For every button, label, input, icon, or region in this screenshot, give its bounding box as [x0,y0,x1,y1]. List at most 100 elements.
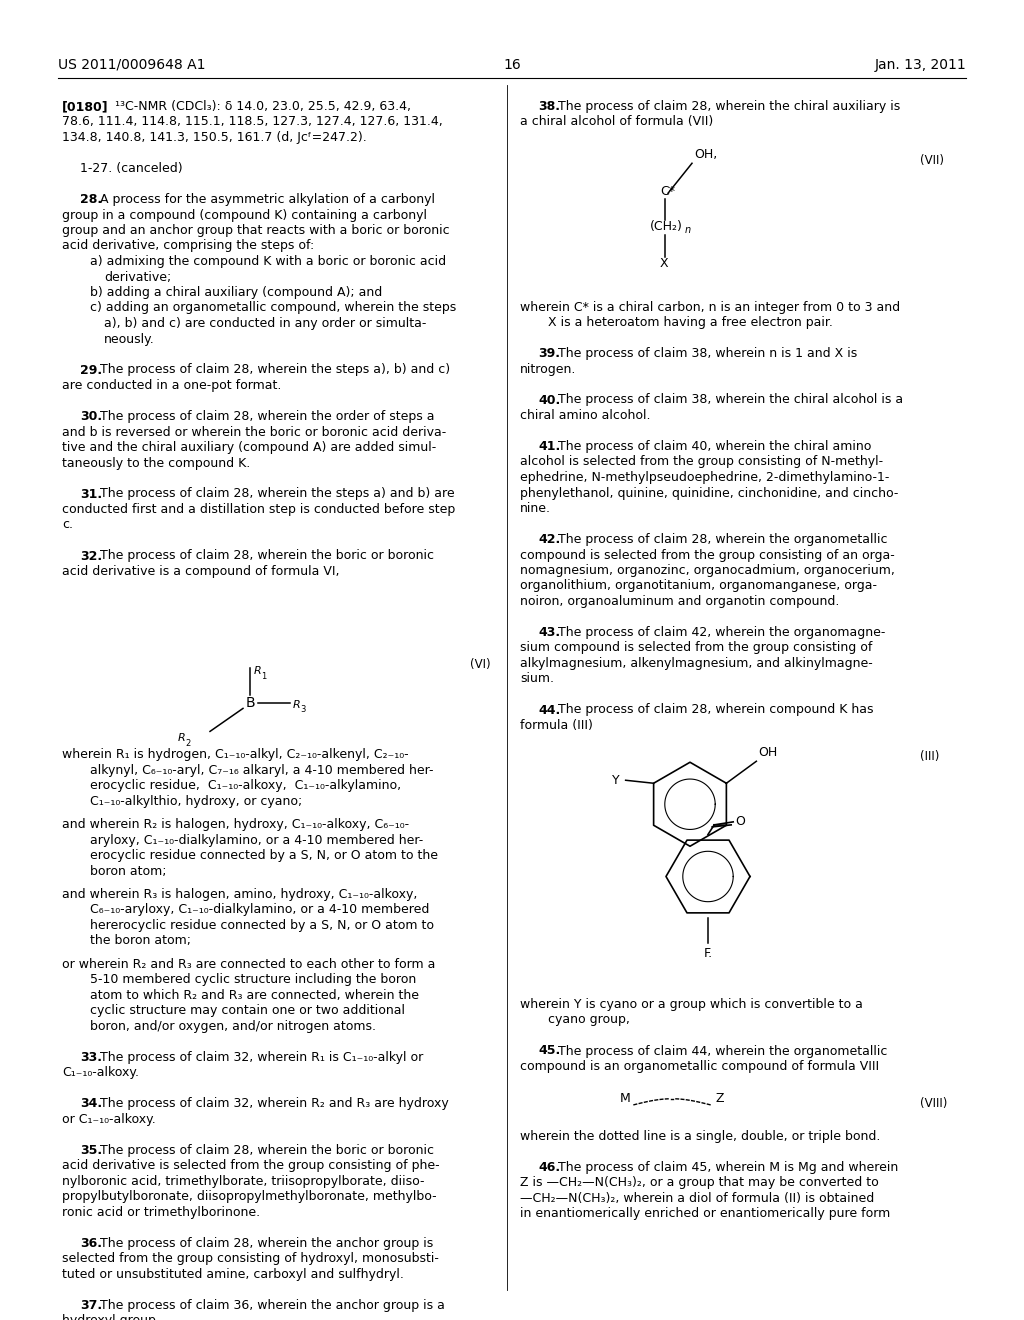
Text: formula (III): formula (III) [520,719,593,733]
Text: 36.: 36. [80,1237,102,1250]
Text: a) admixing the compound K with a boric or boronic acid: a) admixing the compound K with a boric … [90,255,446,268]
Text: atom to which R₂ and R₃ are connected, wherein the: atom to which R₂ and R₃ are connected, w… [90,989,419,1002]
Text: wherein C* is a chiral carbon, n is an integer from 0 to 3 and: wherein C* is a chiral carbon, n is an i… [520,301,900,314]
Text: acid derivative is a compound of formula VI,: acid derivative is a compound of formula… [62,565,340,578]
Text: The process of claim ​28, wherein compound K has: The process of claim ​28, wherein compou… [554,704,873,717]
Text: nitrogen.: nitrogen. [520,363,577,375]
Text: boron, and/or oxygen, and/or nitrogen atoms.: boron, and/or oxygen, and/or nitrogen at… [90,1019,376,1032]
Text: The process of claim ​36, wherein the anchor group is a: The process of claim ​36, wherein the an… [96,1299,445,1312]
Text: 1: 1 [261,672,266,681]
Text: C₁₋₁₀-alkylthio, hydroxy, or cyano;: C₁₋₁₀-alkylthio, hydroxy, or cyano; [90,795,302,808]
Text: chiral amino alcohol.: chiral amino alcohol. [520,409,650,422]
Text: The process of claim ​28, wherein the boric or boronic: The process of claim ​28, wherein the bo… [96,549,434,562]
Text: 28.: 28. [80,193,102,206]
Text: The process of claim ​28, wherein the steps a) and b) are: The process of claim ​28, wherein the st… [96,487,455,500]
Text: tuted or unsubstituted amine, carboxyl and sulfhydryl.: tuted or unsubstituted amine, carboxyl a… [62,1267,403,1280]
Text: c.: c. [62,519,73,532]
Text: 2: 2 [185,739,190,748]
Text: alkynyl, C₆₋₁₀-aryl, C₇₋₁₆ alkaryl, a 4-10 membered her-: alkynyl, C₆₋₁₀-aryl, C₇₋₁₆ alkaryl, a 4-… [90,764,433,777]
Text: The process of claim ​28, wherein the order of steps a: The process of claim ​28, wherein the or… [96,411,435,422]
Text: The process of claim ​28, wherein the anchor group is: The process of claim ​28, wherein the an… [96,1237,433,1250]
Text: 38.: 38. [538,100,560,114]
Text: erocyclic residue,  C₁₋₁₀-alkoxy,  C₁₋₁₀-alkylamino,: erocyclic residue, C₁₋₁₀-alkoxy, C₁₋₁₀-a… [90,779,401,792]
Text: aryloxy, C₁₋₁₀-dialkylamino, or a 4-10 membered her-: aryloxy, C₁₋₁₀-dialkylamino, or a 4-10 m… [90,834,423,846]
Text: and wherein R₃ is halogen, amino, hydroxy, C₁₋₁₀-alkoxy,: and wherein R₃ is halogen, amino, hydrox… [62,888,418,900]
Text: tive and the chiral auxiliary (compound A) are added simul-: tive and the chiral auxiliary (compound … [62,441,436,454]
Text: The process of claim ​28, wherein the steps a), b) and c): The process of claim ​28, wherein the st… [96,363,451,376]
Text: 40.: 40. [538,393,560,407]
Text: —CH₂—N(CH₃)₂, wherein a diol of formula (II) is obtained: —CH₂—N(CH₃)₂, wherein a diol of formula … [520,1192,874,1205]
Text: (VI): (VI) [470,659,490,672]
Text: Y: Y [611,774,620,787]
Text: The process of claim ​40, wherein the chiral amino: The process of claim ​40, wherein the ch… [554,440,871,453]
Text: 45.: 45. [538,1044,560,1057]
Text: wherein the dotted line is a single, double, or triple bond.: wherein the dotted line is a single, dou… [520,1130,881,1143]
Text: hererocyclic residue connected by a S, N, or O atom to: hererocyclic residue connected by a S, N… [90,919,434,932]
Text: nine.: nine. [520,502,551,515]
Text: and b is reversed or wherein the boric or boronic acid deriva-: and b is reversed or wherein the boric o… [62,425,446,438]
Text: sium.: sium. [520,672,554,685]
Text: The process of claim ​42, wherein the organomagne-: The process of claim ​42, wherein the or… [554,626,886,639]
Text: (CH₂): (CH₂) [650,220,683,234]
Text: R: R [293,701,301,710]
Text: organolithium, organotitanium, organomanganese, orga-: organolithium, organotitanium, organoman… [520,579,877,593]
Text: 35.: 35. [80,1143,102,1156]
Text: conducted first and a distillation step is conducted before step: conducted first and a distillation step … [62,503,456,516]
Text: The process of claim ​28, wherein the boric or boronic: The process of claim ​28, wherein the bo… [96,1143,434,1156]
Text: The process of claim ​38, wherein the chiral alcohol is a: The process of claim ​38, wherein the ch… [554,393,903,407]
Text: or C₁₋₁₀-alkoxy.: or C₁₋₁₀-alkoxy. [62,1113,156,1126]
Text: alkylmagnesium, alkenylmagnesium, and alkinylmagne-: alkylmagnesium, alkenylmagnesium, and al… [520,657,872,671]
Text: acid derivative, comprising the steps of:: acid derivative, comprising the steps of… [62,239,314,252]
Text: The process of claim ​45, wherein M is Mg and wherein: The process of claim ​45, wherein M is M… [554,1160,898,1173]
Text: selected from the group consisting of hydroxyl, monosubsti-: selected from the group consisting of hy… [62,1253,439,1265]
Text: US 2011/0009648 A1: US 2011/0009648 A1 [58,58,206,73]
Text: a chiral alcohol of formula (VII): a chiral alcohol of formula (VII) [520,116,714,128]
Text: b) adding a chiral auxiliary (compound A); and: b) adding a chiral auxiliary (compound A… [90,286,382,300]
Text: O: O [735,816,745,829]
Text: M: M [620,1092,631,1105]
Text: 43.: 43. [538,626,560,639]
Text: 134.8, 140.8, 141.3, 150.5, 161.7 (d, Jᴄᶠ=247.2).: 134.8, 140.8, 141.3, 150.5, 161.7 (d, Jᴄ… [62,131,367,144]
Text: 37.: 37. [80,1299,102,1312]
Text: the boron atom;: the boron atom; [90,935,191,948]
Text: compound is an organometallic compound of formula VIII: compound is an organometallic compound o… [520,1060,880,1073]
Text: 29.: 29. [80,363,102,376]
Text: c) adding an organometallic compound, wherein the steps: c) adding an organometallic compound, wh… [90,301,457,314]
Text: The process of claim ​32, wherein R₂ and R₃ are hydroxy: The process of claim ​32, wherein R₂ and… [96,1097,449,1110]
Text: wherein Y is cyano or a group which is convertible to a: wherein Y is cyano or a group which is c… [520,998,863,1011]
Text: 16: 16 [503,58,521,73]
Text: compound is selected from the group consisting of an orga-: compound is selected from the group cons… [520,549,895,561]
Text: acid derivative is selected from the group consisting of phe-: acid derivative is selected from the gro… [62,1159,439,1172]
Text: F.: F. [703,948,713,961]
Text: 3: 3 [300,705,305,714]
Text: alcohol is selected from the group consisting of N-methyl-: alcohol is selected from the group consi… [520,455,883,469]
Text: sium compound is selected from the group consisting of: sium compound is selected from the group… [520,642,872,655]
Text: or wherein R₂ and R₃ are connected to each other to form a: or wherein R₂ and R₃ are connected to ea… [62,957,435,970]
Text: (VII): (VII) [920,154,944,168]
Text: ronic acid or trimethylborinone.: ronic acid or trimethylborinone. [62,1205,260,1218]
Text: C₁₋₁₀-alkoxy.: C₁₋₁₀-alkoxy. [62,1067,139,1080]
Text: The process of claim ​44, wherein the organometallic: The process of claim ​44, wherein the or… [554,1044,888,1057]
Text: group in a compound (compound K) containing a carbonyl: group in a compound (compound K) contain… [62,209,427,222]
Text: and wherein R₂ is halogen, hydroxy, C₁₋₁₀-alkoxy, C₆₋₁₀-: and wherein R₂ is halogen, hydroxy, C₁₋₁… [62,818,410,832]
Text: derivative;: derivative; [104,271,171,284]
Text: nomagnesium, organozinc, organocadmium, organocerium,: nomagnesium, organozinc, organocadmium, … [520,564,895,577]
Text: 78.6, 111.4, 114.8, 115.1, 118.5, 127.3, 127.4, 127.6, 131.4,: 78.6, 111.4, 114.8, 115.1, 118.5, 127.3,… [62,116,442,128]
Text: ¹³C-NMR (CDCl₃): δ 14.0, 23.0, 25.5, 42.9, 63.4,: ¹³C-NMR (CDCl₃): δ 14.0, 23.0, 25.5, 42.… [106,100,411,114]
Text: neously.: neously. [104,333,155,346]
Text: OH: OH [759,746,777,759]
Text: X: X [660,257,669,271]
Text: (VIII): (VIII) [920,1097,947,1110]
Text: group and an anchor group that reacts with a boric or boronic: group and an anchor group that reacts wi… [62,224,450,238]
Text: C*: C* [660,185,675,198]
Text: R: R [178,734,185,743]
Text: cyclic structure may contain one or two additional: cyclic structure may contain one or two … [90,1005,406,1018]
Text: Z is —CH₂—N(CH₃)₂, or a group that may be converted to: Z is —CH₂—N(CH₃)₂, or a group that may b… [520,1176,879,1189]
Text: n: n [685,226,691,235]
Text: propylbutylboronate, diisopropylmethylboronate, methylbo-: propylbutylboronate, diisopropylmethylbo… [62,1191,436,1203]
Text: R: R [254,667,262,676]
Text: 30.: 30. [80,411,102,422]
Text: B: B [245,697,255,710]
Text: 41.: 41. [538,440,560,453]
Text: 39.: 39. [538,347,560,360]
